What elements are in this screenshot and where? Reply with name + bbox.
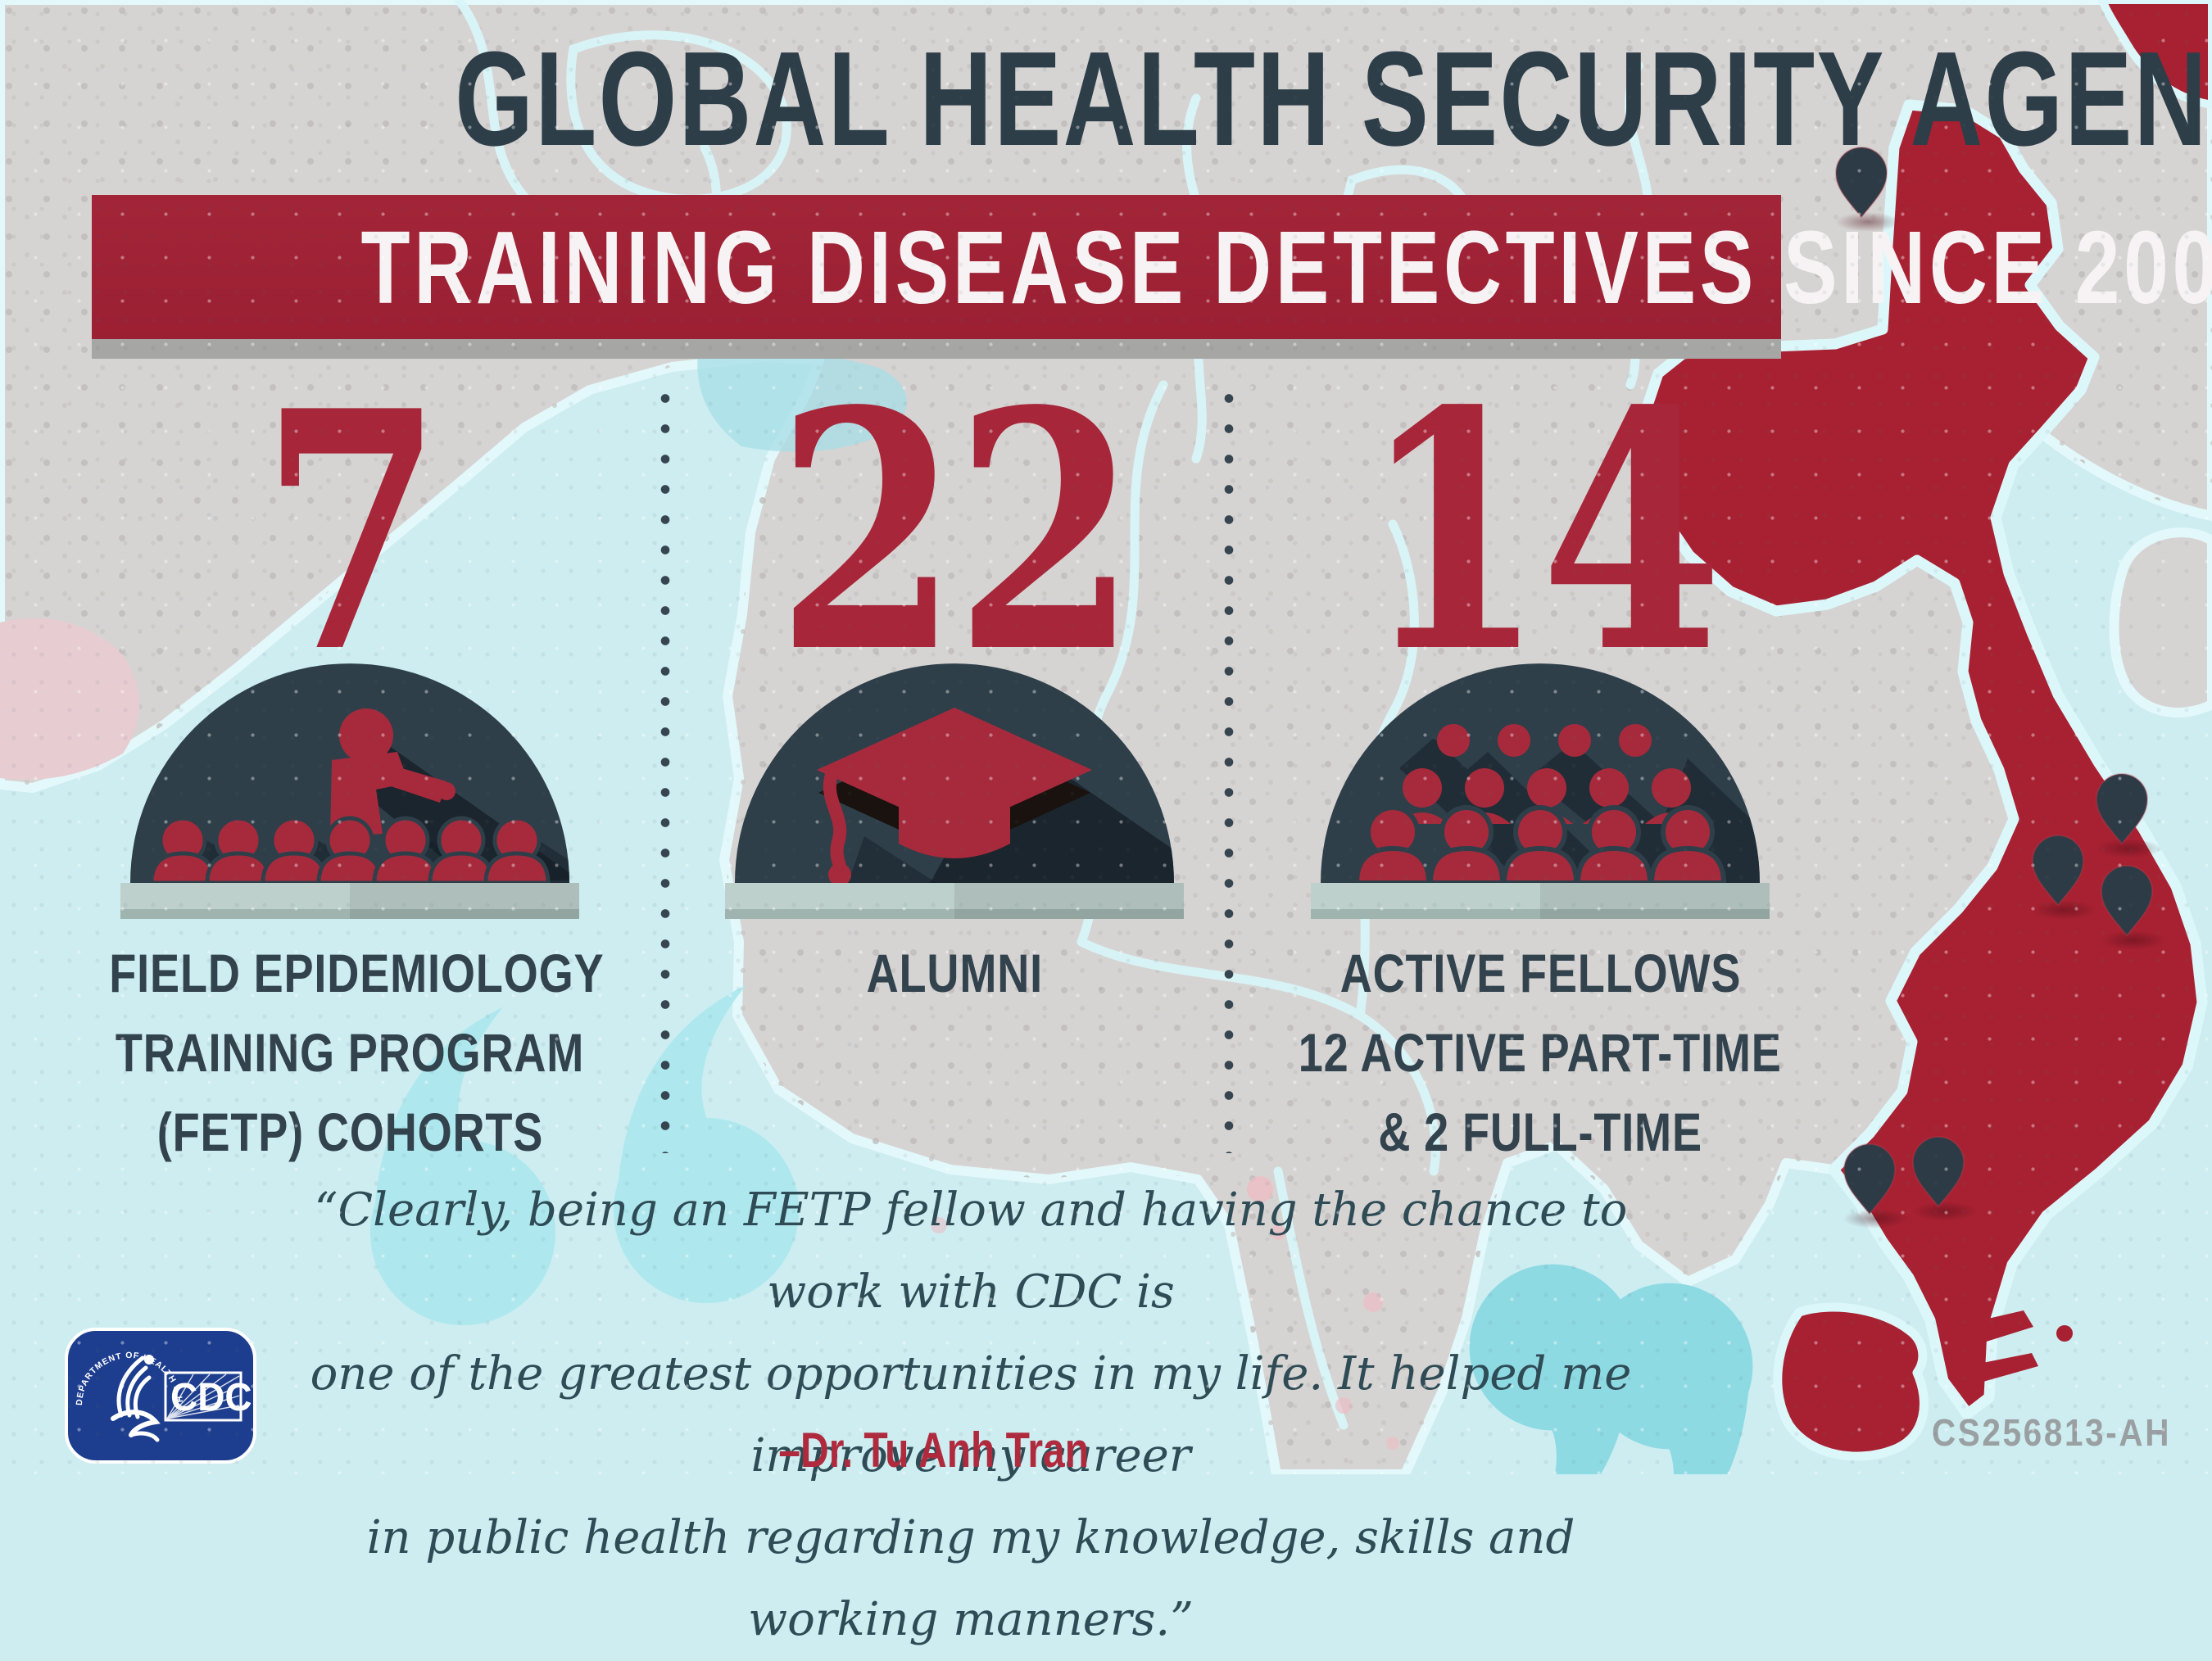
dotted-divider [660,383,670,1153]
footer-code: CS256813-AH [1899,1410,2171,1455]
cdc-wordmark: CDC [165,1373,252,1420]
presenter-audience-icon [120,660,579,922]
stat-value-fellows: 14 [1278,369,1802,696]
quote-line: “Clearly, being an FETP fellow and havin… [270,1170,1671,1333]
cdc-acronym: CDC [170,1374,252,1419]
stat-label-fellows: ACTIVE FELLOWS 12 ACTIVE PART-TIME & 2 F… [1245,934,1835,1172]
footer-code-text: CS256813-AH [1932,1410,2171,1455]
stat-label-line: TRAINING PROGRAM [116,1013,584,1093]
cdc-logo: DEPARTMENT OF HEALTH & HUMAN SERVICES · … [64,1327,257,1464]
infographic-canvas: { "title": "GLOBAL HEALTH SECURITY AGEND… [0,0,2212,1474]
stat-label-line: FIELD EPIDEMIOLOGY [109,934,604,1013]
banner: TRAINING DISEASE DETECTIVES SINCE 2009 [92,195,1781,339]
quote-attribution: –Dr. Tu Anh Tran [279,1422,1589,1479]
stat-value-cohorts: 7 [88,369,612,696]
stat-number: 22 [776,369,1133,696]
stat-value-alumni: 22 [692,369,1217,696]
stat-label-line: ALUMNI [866,934,1042,1013]
fellows-audience-icon [1311,660,1770,922]
stat-label-line: (FETP) COHORTS [156,1093,542,1172]
page-title: GLOBAL HEALTH SECURITY AGENDA: VIETNAM [49,29,2114,169]
stat-number: 14 [1362,369,1719,696]
location-pin-icon [2096,774,2161,858]
quote-attribution-text: –Dr. Tu Anh Tran [779,1422,1090,1479]
stat-label-alumni: ALUMNI [660,934,1249,1013]
banner-text: TRAINING DISEASE DETECTIVES SINCE 2009 [361,195,2212,341]
stat-label-line: ACTIVE FELLOWS [1339,934,1741,1013]
quote-text: “Clearly, being an FETP fellow and havin… [270,1170,1671,1661]
graduation-cap-icon [725,660,1184,922]
stat-number: 7 [261,369,439,696]
page-title-text: GLOBAL HEALTH SECURITY AGENDA: VIETNAM [455,29,2212,169]
quote-line: in public health regarding my knowledge,… [270,1497,1671,1661]
stat-label-line: 12 ACTIVE PART-TIME [1299,1013,1782,1093]
island-gray [2115,532,2212,713]
dotted-divider [1224,383,1234,1153]
stat-label-cohorts: FIELD EPIDEMIOLOGY TRAINING PROGRAM (FET… [55,934,645,1172]
stat-label-line: & 2 FULL-TIME [1378,1093,1702,1172]
